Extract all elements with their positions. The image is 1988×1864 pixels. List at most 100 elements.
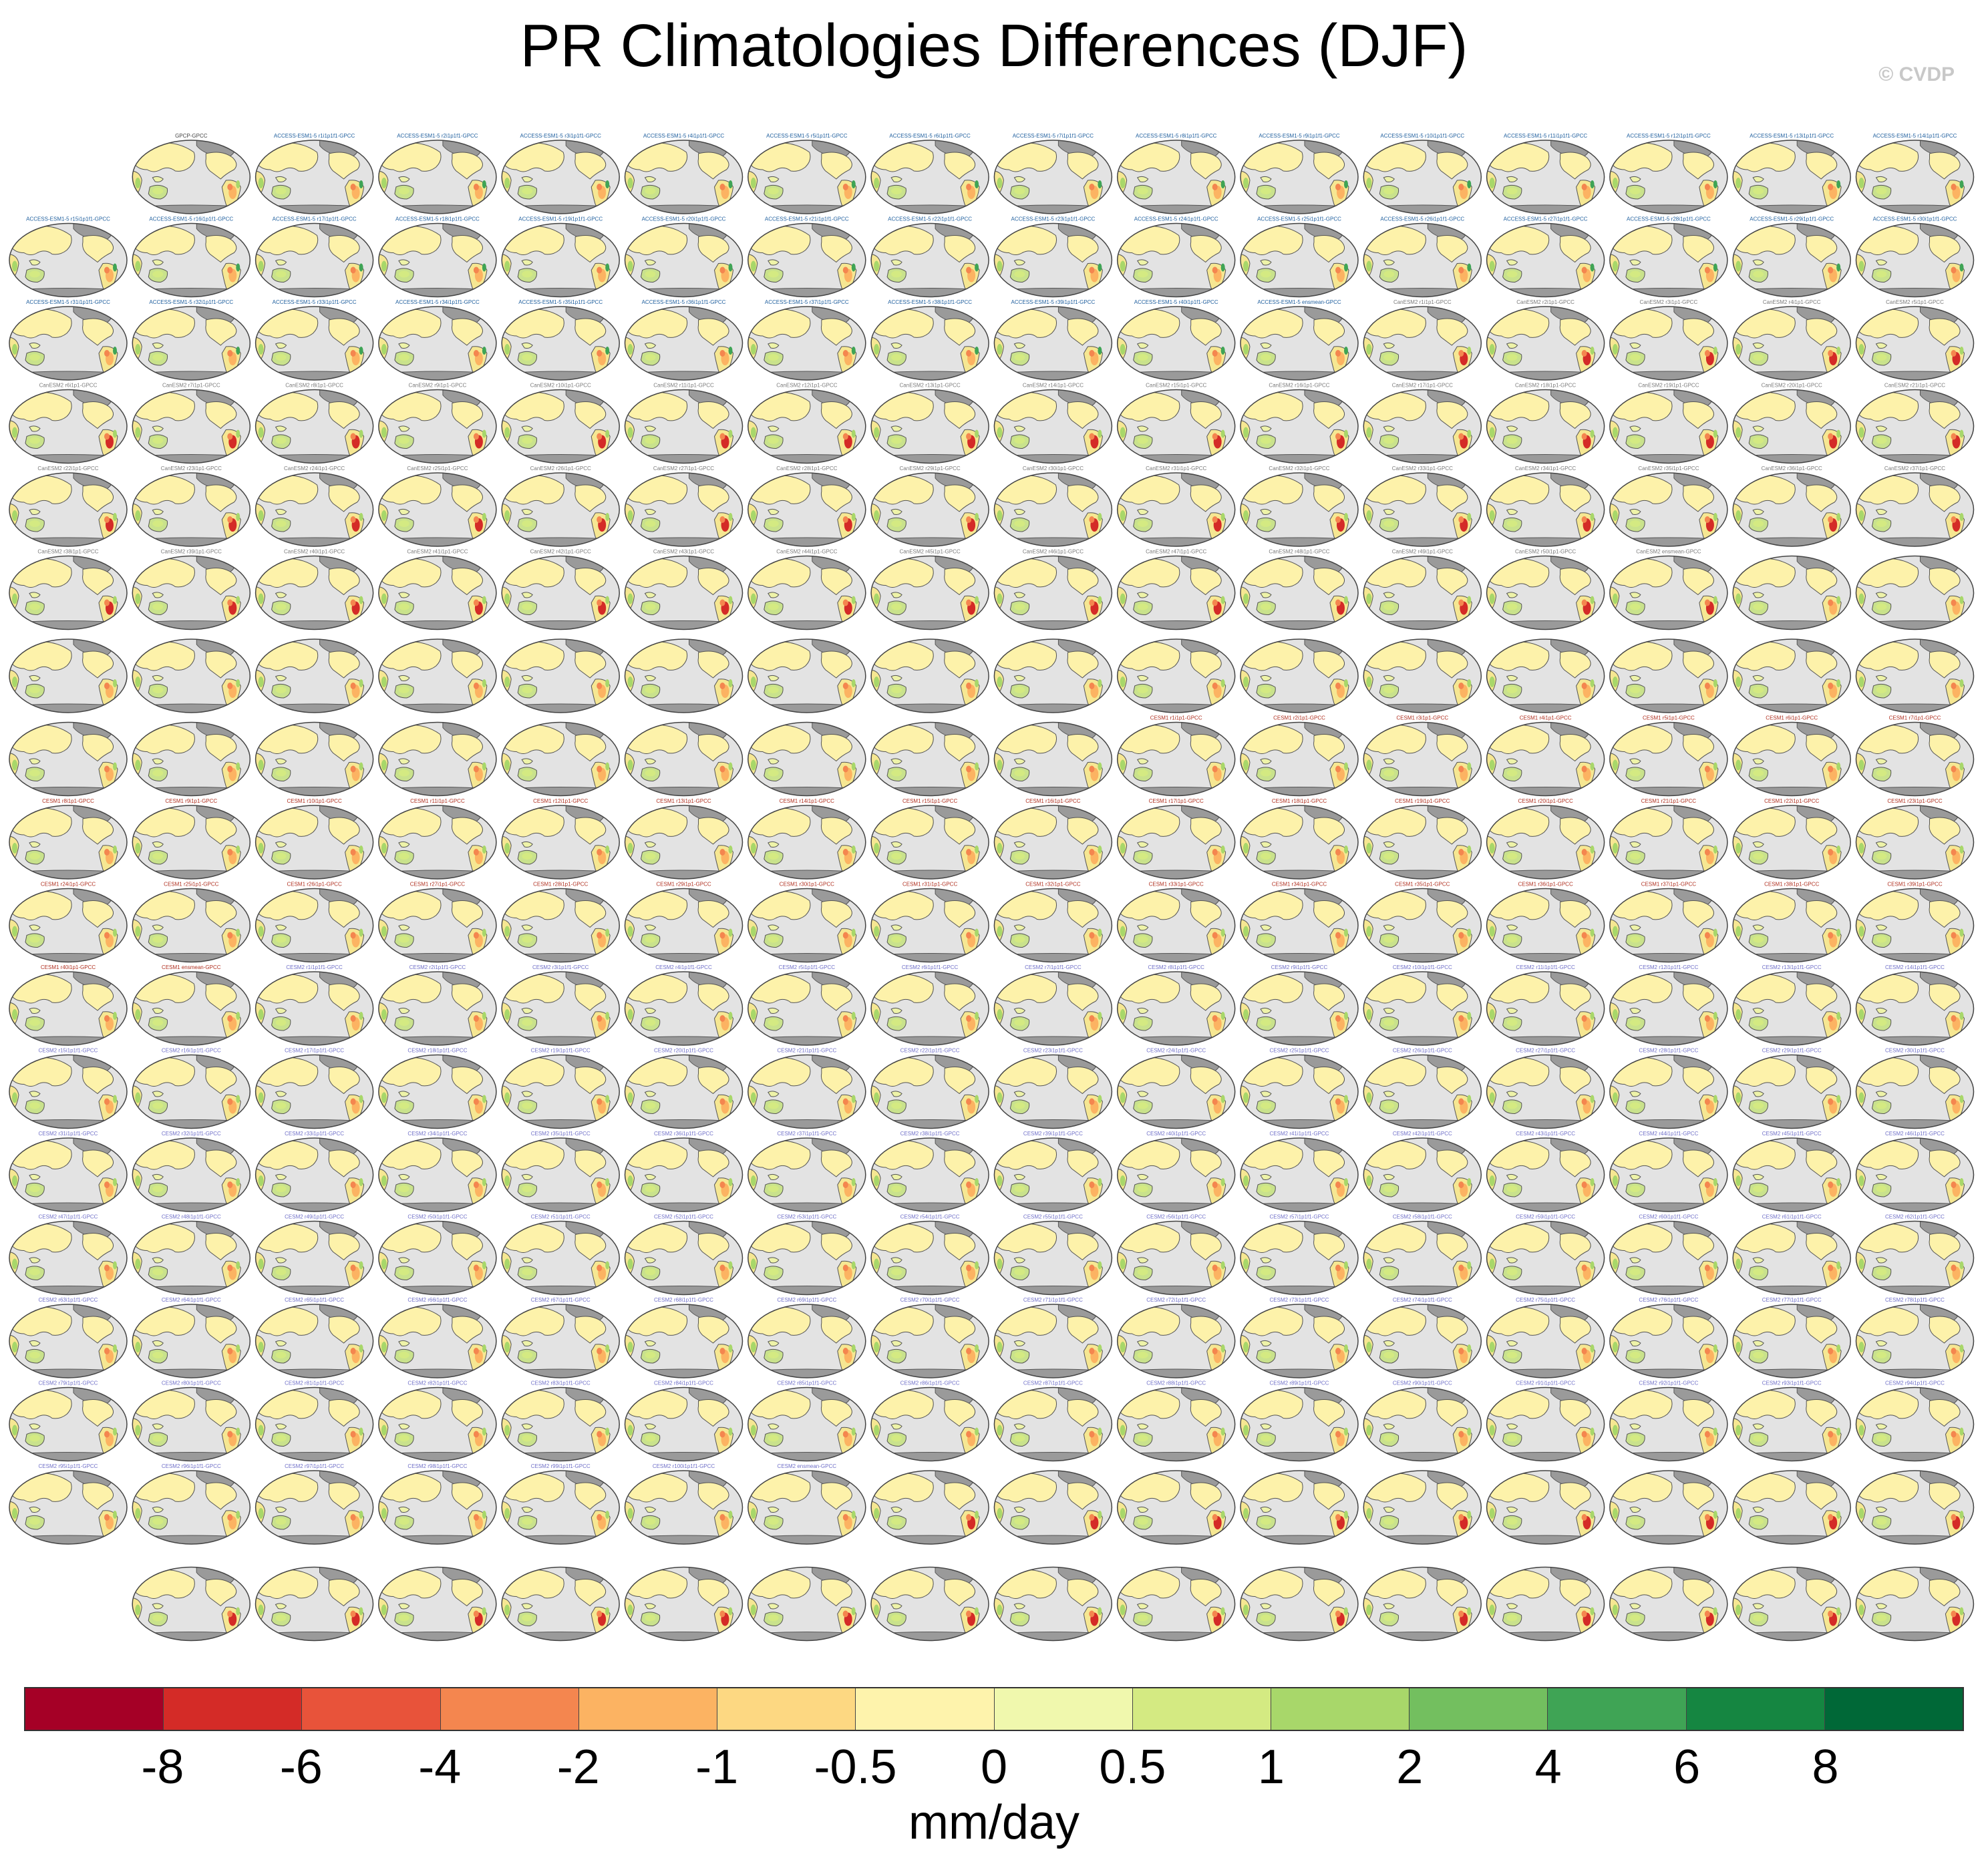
anomaly-blob bbox=[135, 1092, 141, 1103]
anomaly-blob bbox=[1014, 1185, 1025, 1192]
anomaly-blob bbox=[1506, 936, 1518, 943]
anomaly-blob bbox=[1629, 520, 1641, 527]
anomaly-blob bbox=[627, 1258, 633, 1270]
anomaly-blob bbox=[1629, 437, 1641, 444]
anomaly-blob bbox=[1261, 1435, 1271, 1442]
panel-label: CESM2 r93i1p1f1-GPCC bbox=[1762, 1380, 1822, 1386]
anomaly-blob bbox=[473, 1181, 479, 1188]
anomaly-blob bbox=[1836, 513, 1841, 521]
map-panel: CESM2 r72i1p1f1-GPCC bbox=[1118, 1297, 1235, 1379]
panel-label: CESM2 r74i1p1f1-GPCC bbox=[1393, 1297, 1452, 1303]
map-panel bbox=[379, 723, 496, 797]
map-panel: CESM1 r40i1p1-GPCC bbox=[9, 964, 127, 1047]
map-base bbox=[256, 473, 373, 548]
panel-label: CESM1 r28i1p1-GPCC bbox=[533, 882, 588, 888]
anomaly-blob bbox=[1959, 1095, 1964, 1103]
panel-label: CanESM2 r19i1p1-GPCC bbox=[1638, 383, 1699, 389]
anomaly-blob bbox=[522, 936, 533, 943]
anomaly-blob bbox=[1383, 603, 1395, 610]
anomaly-blob bbox=[874, 260, 880, 272]
anomaly-blob bbox=[1220, 1178, 1225, 1186]
anomaly-blob bbox=[1089, 932, 1095, 939]
anomaly-blob bbox=[1735, 178, 1742, 188]
anomaly-blob bbox=[750, 178, 756, 188]
panel-label: CESM1 r10i1p1-GPCC bbox=[287, 798, 341, 804]
panel-label: CanESM2 r42i1p1-GPCC bbox=[530, 549, 591, 555]
anomaly-blob bbox=[227, 1098, 233, 1105]
panel-label: CESM1 r2i1p1-GPCC bbox=[1273, 715, 1325, 721]
anomaly-blob bbox=[1876, 853, 1887, 860]
map-base bbox=[132, 1567, 250, 1642]
map-panel bbox=[502, 723, 619, 797]
anomaly-blob bbox=[1014, 1352, 1025, 1358]
anomaly-blob bbox=[891, 1102, 902, 1109]
anomaly-blob bbox=[768, 1352, 779, 1358]
anomaly-blob bbox=[1951, 516, 1957, 523]
anomaly-blob bbox=[997, 1175, 1003, 1186]
anomaly-blob bbox=[104, 683, 110, 689]
anomaly-blob bbox=[522, 188, 533, 194]
map-panel: ACCESS-ESM1-5 r20i1p1f1-GPCC bbox=[625, 216, 743, 299]
anomaly-blob bbox=[1612, 677, 1618, 687]
panel-label: ACCESS-ESM1-5 r34i1p1f1-GPCC bbox=[395, 299, 480, 305]
anomaly-blob bbox=[29, 853, 40, 860]
map-base bbox=[1118, 556, 1235, 631]
map-base bbox=[379, 1222, 496, 1296]
map-panel: CESM1 r29i1p1-GPCC bbox=[625, 882, 743, 964]
map-base bbox=[994, 307, 1112, 381]
anomaly-blob bbox=[1489, 843, 1495, 854]
anomaly-blob bbox=[966, 1098, 972, 1105]
anomaly-blob bbox=[1383, 354, 1395, 361]
colorbar-tick-label: 4 bbox=[1534, 1740, 1562, 1794]
map-base bbox=[748, 556, 866, 631]
panel-label: CanESM2 r43i1p1-GPCC bbox=[653, 549, 714, 555]
panel-label: CanESM2 r14i1p1-GPCC bbox=[1023, 383, 1084, 389]
anomaly-blob bbox=[719, 599, 725, 606]
map-panel bbox=[625, 639, 743, 714]
anomaly-blob bbox=[719, 1514, 725, 1521]
anomaly-blob bbox=[1836, 1261, 1841, 1270]
panel-label: CESM1 r6i1p1-GPCC bbox=[1766, 715, 1818, 721]
anomaly-blob bbox=[597, 1514, 603, 1521]
anomaly-blob bbox=[1089, 1098, 1095, 1105]
map-base bbox=[1487, 1567, 1605, 1642]
map-base bbox=[1610, 390, 1727, 465]
anomaly-blob bbox=[1506, 437, 1518, 444]
panel-label: CESM1 r15i1p1-GPCC bbox=[902, 798, 957, 804]
map-base bbox=[871, 1138, 989, 1213]
anomaly-blob bbox=[504, 1425, 510, 1436]
anomaly-blob bbox=[851, 263, 856, 272]
map-panel: CanESM2 r14i1p1-GPCC bbox=[994, 383, 1112, 465]
map-panel: CanESM2 r7i1p1-GPCC bbox=[132, 383, 250, 465]
map-base bbox=[1363, 390, 1481, 465]
map-base bbox=[748, 1471, 866, 1545]
anomaly-blob bbox=[1383, 1352, 1395, 1358]
anomaly-blob bbox=[1735, 1425, 1742, 1436]
panel-label: CanESM2 r47i1p1-GPCC bbox=[1146, 549, 1206, 555]
anomaly-blob bbox=[605, 180, 610, 188]
panel-label: CanESM2 r25i1p1-GPCC bbox=[407, 465, 468, 472]
colorbar-tick-label: 6 bbox=[1673, 1740, 1701, 1794]
anomaly-blob bbox=[997, 593, 1003, 604]
anomaly-blob bbox=[997, 1508, 1003, 1519]
anomaly-blob bbox=[522, 853, 533, 860]
anomaly-blob bbox=[1489, 1009, 1495, 1020]
colorbar-box bbox=[440, 1688, 579, 1730]
anomaly-blob bbox=[842, 1015, 848, 1022]
map-panel bbox=[9, 723, 127, 797]
anomaly-blob bbox=[104, 1431, 110, 1438]
anomaly-blob bbox=[258, 843, 264, 854]
anomaly-blob bbox=[750, 1009, 756, 1020]
anomaly-blob bbox=[113, 1095, 117, 1103]
map-panel: CESM2 r15i1p1f1-GPCC bbox=[9, 1048, 127, 1130]
anomaly-blob bbox=[1220, 1012, 1225, 1020]
anomaly-blob bbox=[1876, 603, 1887, 610]
anomaly-blob bbox=[1753, 437, 1764, 444]
panel-label: CanESM2 r35i1p1-GPCC bbox=[1638, 465, 1699, 472]
anomaly-blob bbox=[350, 516, 356, 523]
anomaly-blob bbox=[1344, 180, 1348, 188]
anomaly-blob bbox=[842, 1514, 848, 1521]
anomaly-blob bbox=[359, 1095, 363, 1103]
anomaly-blob bbox=[1951, 433, 1957, 440]
map-base bbox=[1118, 140, 1235, 215]
